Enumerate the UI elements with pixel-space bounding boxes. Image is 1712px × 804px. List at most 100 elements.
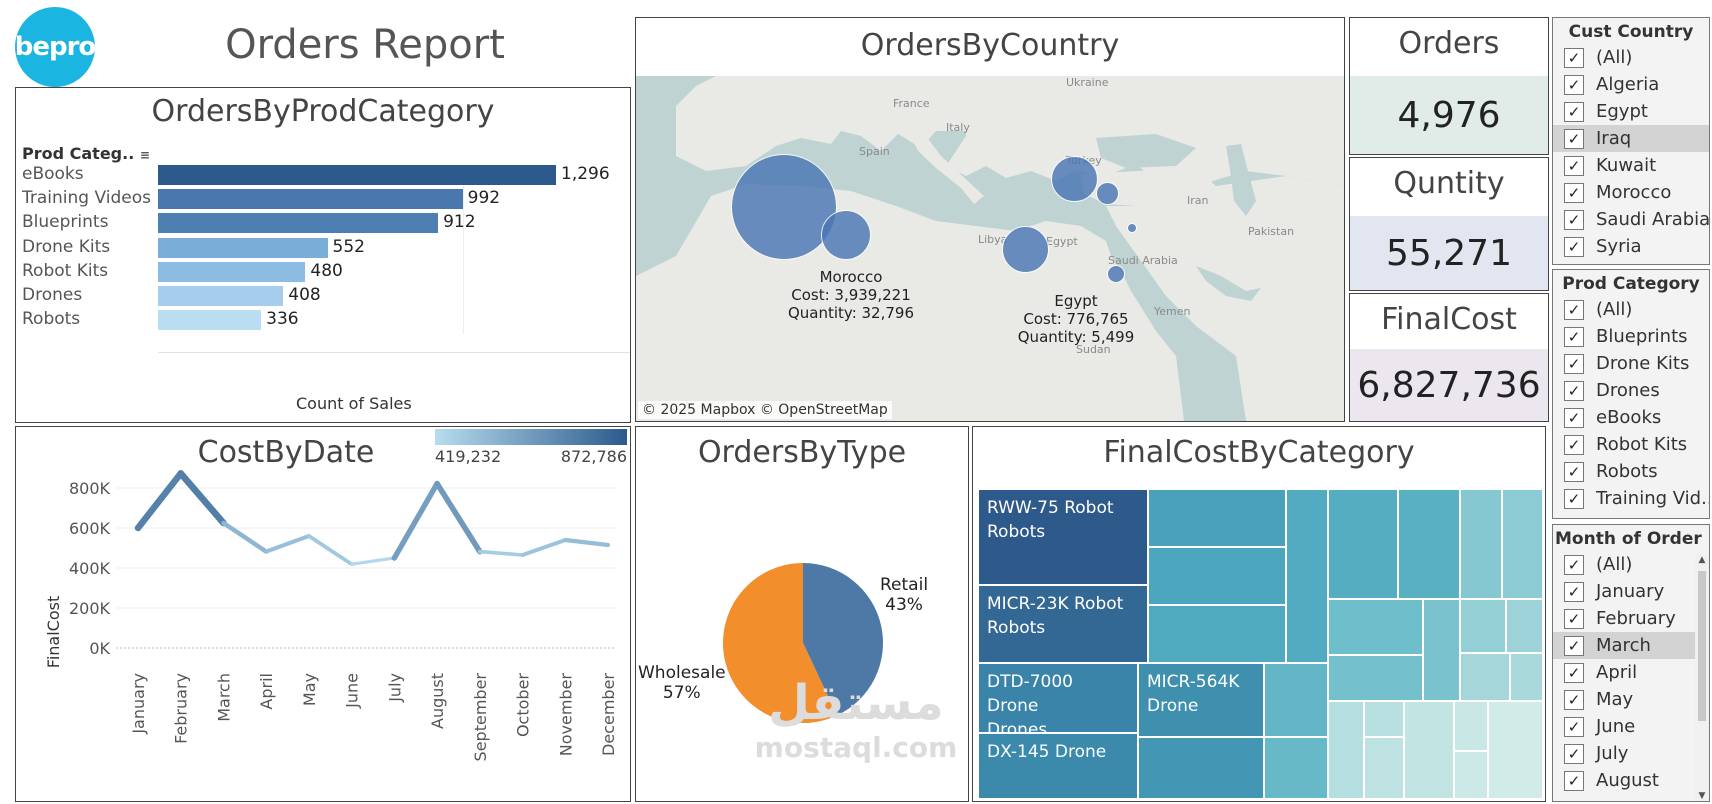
treemap-cell[interactable] <box>1502 489 1543 599</box>
filter-item[interactable]: ✓ Blueprints <box>1553 323 1709 350</box>
filter-item[interactable]: ✓ February <box>1553 605 1709 632</box>
bar[interactable] <box>158 213 439 234</box>
bar[interactable] <box>158 189 463 210</box>
pie-slice-retail[interactable] <box>803 563 883 716</box>
checkbox-checked-icon[interactable]: ✓ <box>1564 434 1584 455</box>
treemap-cell[interactable] <box>1460 489 1502 599</box>
filter-item[interactable]: ✓ Training Vid... <box>1553 485 1709 512</box>
treemap-cell[interactable] <box>1264 663 1328 737</box>
filter-item[interactable]: ✓ January <box>1553 578 1709 605</box>
checkbox-checked-icon[interactable]: ✓ <box>1564 554 1584 575</box>
map-bubble-algeria[interactable] <box>820 209 872 261</box>
treemap-cell[interactable] <box>1138 737 1264 799</box>
treemap-cell[interactable] <box>1328 489 1398 599</box>
treemap-cell[interactable] <box>1398 489 1460 599</box>
filter-item[interactable]: ✓ June <box>1553 713 1709 740</box>
bar[interactable] <box>158 261 306 282</box>
map[interactable] <box>636 76 1344 421</box>
filter-item[interactable]: ✓ Egypt <box>1553 98 1709 125</box>
checkbox-checked-icon[interactable]: ✓ <box>1564 635 1584 656</box>
scroll-down-icon[interactable]: ▼ <box>1698 791 1706 801</box>
treemap-cell[interactable] <box>1404 701 1454 799</box>
filter-item[interactable]: ✓ May <box>1553 686 1709 713</box>
treemap-cell[interactable] <box>1328 655 1423 701</box>
filter-item[interactable]: ✓ Drones <box>1553 377 1709 404</box>
filter-item[interactable]: ✓ April <box>1553 659 1709 686</box>
scroll-up-icon[interactable]: ▲ <box>1698 555 1706 565</box>
checkbox-checked-icon[interactable]: ✓ <box>1564 353 1584 374</box>
checkbox-checked-icon[interactable]: ✓ <box>1564 581 1584 602</box>
treemap-cell-rww75[interactable]: RWW-75 Robot Robots <box>978 489 1148 585</box>
pie-slice-wholesale[interactable] <box>723 563 838 723</box>
line-segment[interactable] <box>177 470 227 527</box>
line-segment[interactable] <box>307 534 354 567</box>
line-segment[interactable] <box>434 480 483 555</box>
checkbox-checked-icon[interactable]: ✓ <box>1564 209 1584 230</box>
line-segment[interactable] <box>563 537 611 548</box>
filter-item[interactable]: ✓ (All) <box>1553 44 1709 71</box>
treemap-cell[interactable] <box>1148 605 1286 663</box>
treemap-cell-dx145[interactable]: DX-145 Drone <box>978 733 1138 799</box>
checkbox-checked-icon[interactable]: ✓ <box>1564 155 1584 176</box>
treemap-cell-dtd7000[interactable]: DTD-7000 Drone Drones <box>978 663 1138 733</box>
checkbox-checked-icon[interactable]: ✓ <box>1564 770 1584 791</box>
treemap-cell[interactable] <box>1423 599 1460 701</box>
treemap-cell[interactable] <box>1328 599 1423 655</box>
checkbox-checked-icon[interactable]: ✓ <box>1564 662 1584 683</box>
filter-item[interactable]: ✓ Iraq <box>1553 125 1709 152</box>
treemap-cell[interactable] <box>1364 737 1404 799</box>
treemap-cell-micr564k[interactable]: MICR-564K Drone <box>1138 663 1264 737</box>
checkbox-checked-icon[interactable]: ✓ <box>1564 128 1584 149</box>
treemap-cell[interactable] <box>1510 653 1543 701</box>
checkbox-checked-icon[interactable]: ✓ <box>1564 689 1584 710</box>
treemap-cell[interactable] <box>1286 489 1328 663</box>
filter-item[interactable]: ✓ (All) <box>1553 551 1709 578</box>
treemap-cell[interactable] <box>1364 701 1404 737</box>
scroll-thumb[interactable] <box>1698 571 1706 721</box>
line-segment[interactable] <box>350 556 396 566</box>
map-bubble-iraq[interactable] <box>1096 182 1119 206</box>
map-bubble-syria[interactable] <box>1051 156 1098 203</box>
checkbox-checked-icon[interactable]: ✓ <box>1564 743 1584 764</box>
filter-item[interactable]: ✓ Saudi Arabia <box>1553 206 1709 233</box>
treemap-cell[interactable] <box>1264 737 1328 799</box>
bar[interactable] <box>158 165 556 185</box>
filter-item[interactable]: ✓ Robot Kits <box>1553 431 1709 458</box>
treemap-cell[interactable] <box>1460 653 1510 701</box>
treemap-cell[interactable] <box>1328 701 1364 799</box>
treemap-cell-micr23k[interactable]: MICR-23K Robot Robots <box>978 585 1148 663</box>
treemap-cell[interactable] <box>1148 489 1286 547</box>
checkbox-checked-icon[interactable]: ✓ <box>1564 74 1584 95</box>
scrollbar[interactable]: ▲ ▼ <box>1695 555 1709 801</box>
map-bubble-egypt[interactable] <box>1001 226 1049 274</box>
filter-item[interactable]: ✓ Robots <box>1553 458 1709 485</box>
treemap-cell[interactable] <box>1460 599 1506 653</box>
filter-item[interactable]: ✓ August <box>1553 767 1709 794</box>
filter-item[interactable]: ✓ July <box>1553 740 1709 767</box>
map-bubble-kuwait[interactable] <box>1127 223 1137 234</box>
treemap-cell[interactable] <box>1454 751 1488 799</box>
filter-item[interactable]: ✓ Drone Kits <box>1553 350 1709 377</box>
checkbox-checked-icon[interactable]: ✓ <box>1564 461 1584 482</box>
map-bubble-morocco[interactable] <box>731 153 838 260</box>
line-segment[interactable] <box>134 470 184 532</box>
filter-item[interactable]: ✓ Algeria <box>1553 71 1709 98</box>
filter-item[interactable]: ✓ Kuwait <box>1553 152 1709 179</box>
line-segment[interactable] <box>478 549 525 557</box>
filter-item[interactable]: ✓ (All) <box>1553 296 1709 323</box>
treemap-cell[interactable] <box>1506 599 1543 653</box>
line-segment[interactable] <box>264 533 311 554</box>
checkbox-checked-icon[interactable]: ✓ <box>1564 488 1584 509</box>
treemap-cell[interactable] <box>1148 547 1286 605</box>
treemap-cell[interactable] <box>1488 701 1543 799</box>
filter-item[interactable]: ✓ eBooks <box>1553 404 1709 431</box>
checkbox-checked-icon[interactable]: ✓ <box>1564 380 1584 401</box>
bar[interactable] <box>158 286 284 306</box>
checkbox-checked-icon[interactable]: ✓ <box>1564 608 1584 629</box>
bar[interactable] <box>158 310 262 331</box>
checkbox-checked-icon[interactable]: ✓ <box>1564 47 1584 68</box>
checkbox-checked-icon[interactable]: ✓ <box>1564 407 1584 428</box>
line-segment[interactable] <box>520 538 568 557</box>
checkbox-checked-icon[interactable]: ✓ <box>1564 101 1584 122</box>
checkbox-checked-icon[interactable]: ✓ <box>1564 326 1584 347</box>
